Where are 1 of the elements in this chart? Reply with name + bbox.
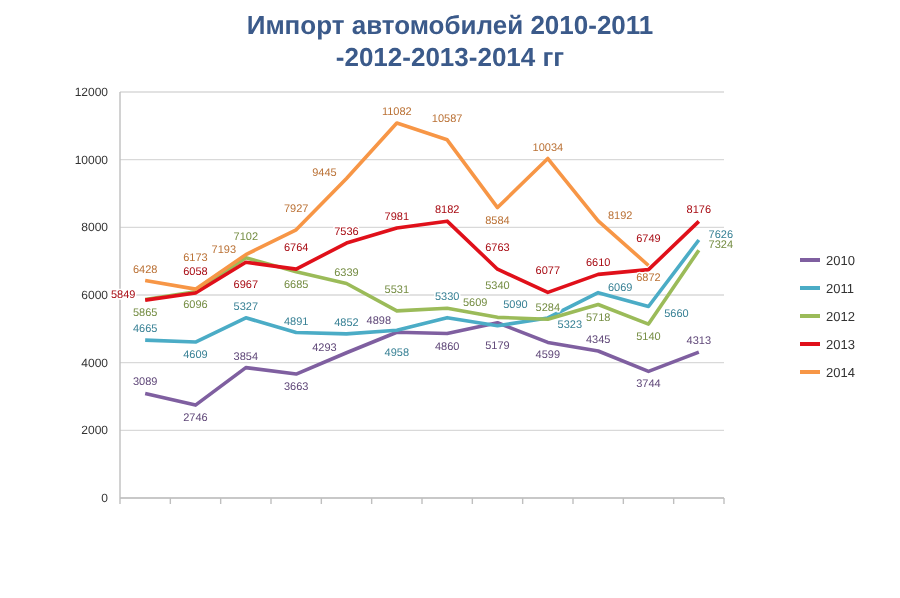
chart-title: Импорт автомобилей 2010-2011 -2012-2013-2014 гг	[246, 10, 654, 72]
